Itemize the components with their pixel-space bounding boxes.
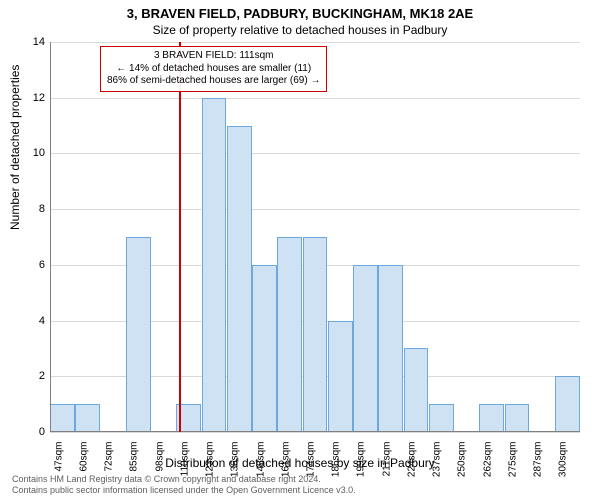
property-info-box: 3 BRAVEN FIELD: 111sqm← 14% of detached … (100, 46, 327, 92)
y-tick-label: 10 (5, 147, 45, 159)
histogram-bar (277, 237, 302, 432)
y-tick-label: 6 (5, 259, 45, 271)
y-tick-label: 4 (5, 315, 45, 327)
gridline (50, 42, 580, 43)
histogram-bar (479, 404, 504, 432)
footer-attribution: Contains HM Land Registry data © Crown c… (12, 474, 356, 496)
footer-line-2: Contains public sector information licen… (12, 485, 356, 496)
y-tick-label: 0 (5, 426, 45, 438)
histogram-bar (353, 265, 378, 432)
gridline (50, 98, 580, 99)
y-axis-line (50, 42, 51, 432)
histogram-bar (378, 265, 403, 432)
histogram-bar (429, 404, 454, 432)
histogram-bar (303, 237, 328, 432)
histogram-bar (404, 348, 429, 432)
y-tick-label: 2 (5, 370, 45, 382)
gridline (50, 153, 580, 154)
info-box-line: 3 BRAVEN FIELD: 111sqm (107, 50, 320, 63)
gridline (50, 432, 580, 433)
histogram-bar (252, 265, 277, 432)
x-axis-line (50, 431, 580, 432)
y-tick-label: 14 (5, 36, 45, 48)
chart-title-main: 3, BRAVEN FIELD, PADBURY, BUCKINGHAM, MK… (0, 0, 600, 21)
histogram-bar (202, 98, 227, 432)
info-box-line: 86% of semi-detached houses are larger (… (107, 75, 320, 88)
gridline (50, 209, 580, 210)
histogram-bar (50, 404, 75, 432)
histogram-bar (505, 404, 530, 432)
histogram-bar (75, 404, 100, 432)
histogram-bar (328, 321, 353, 432)
chart-plot-area: 3 BRAVEN FIELD: 111sqm← 14% of detached … (50, 42, 580, 432)
property-marker-line (179, 42, 181, 432)
y-tick-label: 8 (5, 203, 45, 215)
y-tick-label: 12 (5, 92, 45, 104)
chart-title-sub: Size of property relative to detached ho… (0, 21, 600, 37)
histogram-bar (227, 126, 252, 432)
info-box-line: ← 14% of detached houses are smaller (11… (107, 63, 320, 76)
histogram-bar (126, 237, 151, 432)
histogram-bar (555, 376, 580, 432)
